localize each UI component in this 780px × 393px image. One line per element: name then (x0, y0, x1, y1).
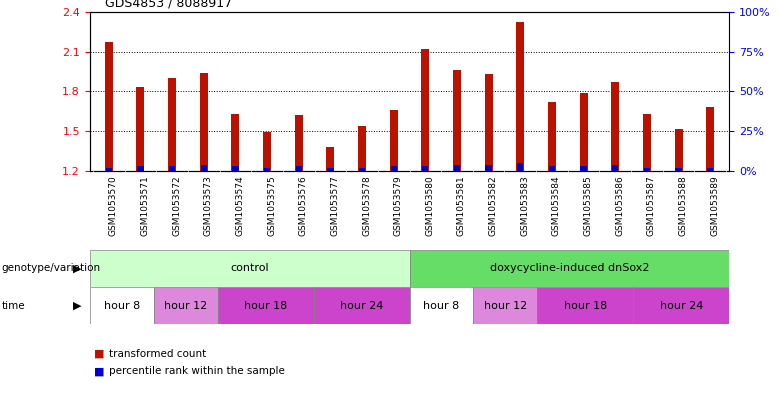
Text: hour 8: hour 8 (104, 301, 140, 310)
Bar (537, 287, 633, 324)
Bar (105, 42, 112, 171)
Text: GSM1053581: GSM1053581 (457, 175, 466, 236)
Text: doxycycline-induced dnSox2: doxycycline-induced dnSox2 (490, 263, 649, 273)
Text: control: control (230, 263, 269, 273)
Bar (516, 22, 524, 171)
Bar (612, 82, 619, 171)
Bar (168, 78, 176, 171)
Text: GSM1053572: GSM1053572 (172, 175, 181, 235)
Bar (675, 168, 682, 171)
Text: ▶: ▶ (73, 263, 82, 273)
Text: GSM1053587: GSM1053587 (647, 175, 656, 236)
Text: hour 24: hour 24 (660, 301, 703, 310)
Bar (421, 49, 429, 171)
Text: GSM1053575: GSM1053575 (267, 175, 276, 236)
Bar (644, 168, 651, 171)
Bar (675, 129, 682, 171)
Bar (90, 250, 410, 287)
Bar (643, 114, 651, 171)
Bar (232, 114, 239, 171)
Bar (296, 166, 302, 171)
Text: GSM1053584: GSM1053584 (552, 175, 561, 235)
Bar (390, 110, 398, 171)
Bar (168, 166, 176, 171)
Bar (137, 166, 144, 171)
Text: GSM1053582: GSM1053582 (488, 175, 498, 235)
Bar (314, 287, 410, 324)
Text: ▶: ▶ (73, 301, 82, 310)
Bar (327, 168, 334, 171)
Text: GSM1053585: GSM1053585 (583, 175, 593, 236)
Bar (154, 287, 218, 324)
Bar (485, 165, 492, 171)
Text: GSM1053578: GSM1053578 (362, 175, 371, 236)
Text: genotype/variation: genotype/variation (2, 263, 101, 273)
Bar (580, 93, 587, 171)
Bar (453, 70, 461, 171)
Text: GSM1053588: GSM1053588 (679, 175, 688, 236)
Text: GSM1053573: GSM1053573 (204, 175, 213, 236)
Bar (136, 87, 144, 171)
Bar (410, 287, 473, 324)
Text: GDS4853 / 8088917: GDS4853 / 8088917 (105, 0, 232, 10)
Bar (454, 165, 460, 171)
Bar (410, 250, 729, 287)
Text: GSM1053589: GSM1053589 (711, 175, 719, 236)
Text: transformed count: transformed count (109, 349, 207, 359)
Bar (295, 115, 303, 171)
Text: GSM1053586: GSM1053586 (615, 175, 624, 236)
Text: percentile rank within the sample: percentile rank within the sample (109, 366, 285, 376)
Bar (200, 165, 207, 171)
Bar (612, 165, 619, 171)
Text: hour 18: hour 18 (244, 301, 287, 310)
Bar (548, 102, 556, 171)
Bar (580, 166, 587, 171)
Bar (200, 73, 207, 171)
Text: hour 12: hour 12 (164, 301, 207, 310)
Bar (549, 166, 555, 171)
Bar (422, 166, 428, 171)
Bar (90, 287, 154, 324)
Text: GSM1053576: GSM1053576 (299, 175, 307, 236)
Bar (358, 126, 366, 171)
Text: GSM1053577: GSM1053577 (331, 175, 339, 236)
Bar (105, 168, 112, 171)
Text: hour 12: hour 12 (484, 301, 527, 310)
Bar (359, 168, 365, 171)
Bar (633, 287, 729, 324)
Bar (707, 107, 714, 171)
Bar (264, 168, 270, 171)
Bar (218, 287, 314, 324)
Text: GSM1053571: GSM1053571 (140, 175, 149, 236)
Text: ■: ■ (94, 366, 104, 376)
Bar (391, 166, 397, 171)
Bar (707, 168, 714, 171)
Text: hour 18: hour 18 (564, 301, 607, 310)
Text: GSM1053570: GSM1053570 (108, 175, 118, 236)
Text: GSM1053580: GSM1053580 (425, 175, 434, 236)
Text: GSM1053574: GSM1053574 (236, 175, 244, 235)
Bar (484, 74, 493, 171)
Text: GSM1053583: GSM1053583 (520, 175, 530, 236)
Text: GSM1053579: GSM1053579 (394, 175, 402, 236)
Text: hour 24: hour 24 (340, 301, 383, 310)
Text: ■: ■ (94, 349, 104, 359)
Bar (263, 132, 271, 171)
Bar (232, 166, 239, 171)
Bar (517, 163, 523, 171)
Bar (326, 147, 335, 171)
Text: time: time (2, 301, 25, 310)
Text: hour 8: hour 8 (424, 301, 459, 310)
Bar (473, 287, 537, 324)
